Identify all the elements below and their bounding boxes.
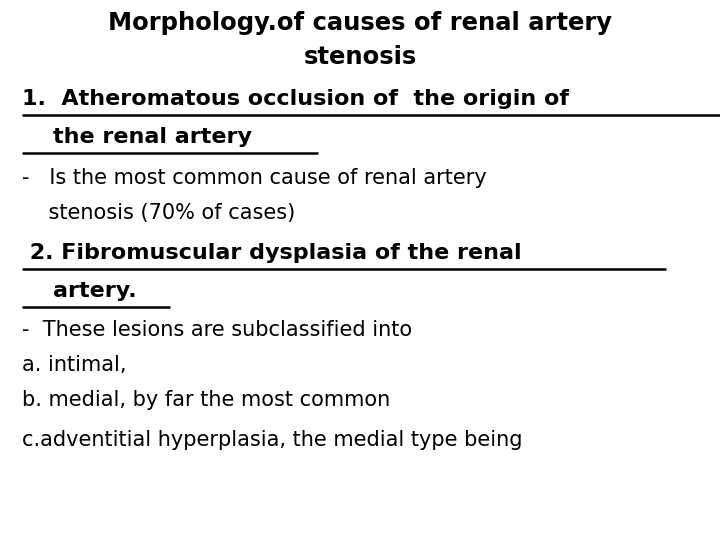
Text: 2. Fibromuscular dysplasia of the renal: 2. Fibromuscular dysplasia of the renal xyxy=(22,243,521,263)
Text: stenosis: stenosis xyxy=(303,45,417,69)
Text: -  These lesions are subclassified into: - These lesions are subclassified into xyxy=(22,320,412,340)
Text: b. medial, by far the most common: b. medial, by far the most common xyxy=(22,390,390,410)
Text: artery.: artery. xyxy=(22,281,136,301)
Text: a. intimal,: a. intimal, xyxy=(22,355,126,375)
Text: stenosis (70% of cases): stenosis (70% of cases) xyxy=(22,202,295,222)
Text: c.adventitial hyperplasia, the medial type being: c.adventitial hyperplasia, the medial ty… xyxy=(22,429,522,449)
Text: -   Is the most common cause of renal artery: - Is the most common cause of renal arte… xyxy=(22,167,486,187)
Text: Morphology.of causes of renal artery: Morphology.of causes of renal artery xyxy=(108,11,612,35)
Text: the renal artery: the renal artery xyxy=(22,127,251,147)
Text: 1.  Atheromatous occlusion of  the origin of: 1. Atheromatous occlusion of the origin … xyxy=(22,89,569,109)
